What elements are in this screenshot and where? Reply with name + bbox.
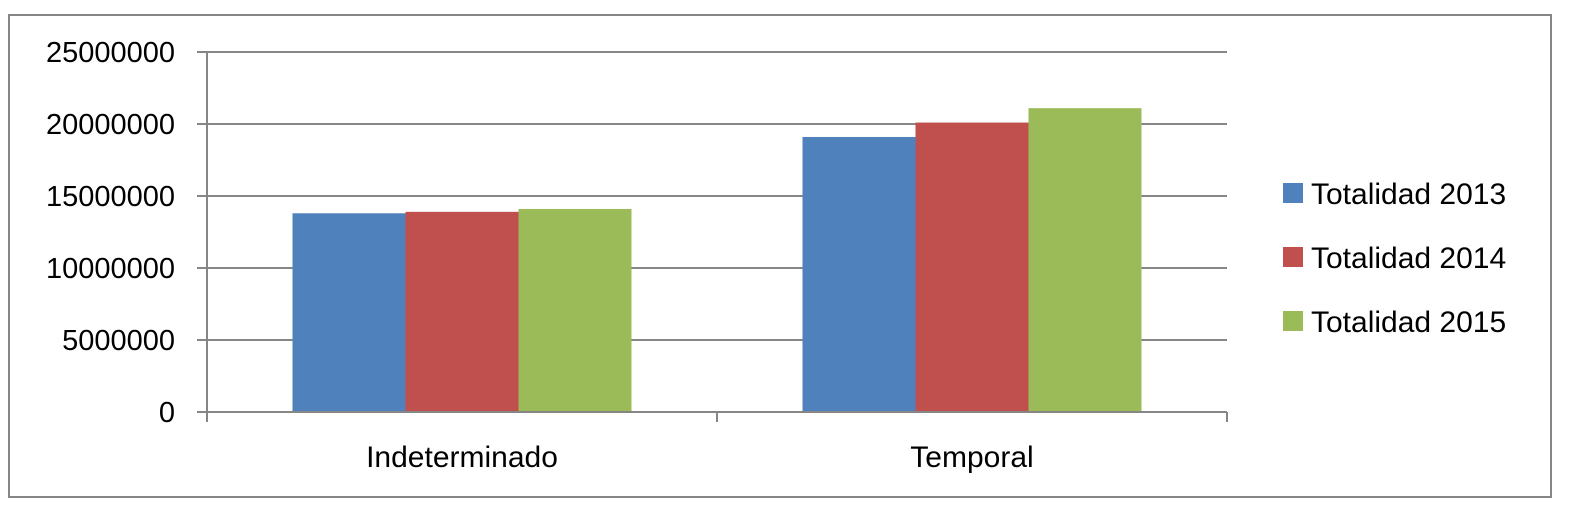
y-tick-label: 10000000 (46, 253, 175, 285)
legend-label: Totalidad 2013 (1311, 178, 1506, 211)
y-tick-label: 20000000 (46, 109, 175, 141)
legend-swatch (1283, 183, 1303, 203)
x-tick-label: Temporal (910, 441, 1033, 474)
bars (292, 108, 1142, 412)
y-tick-labels: 0 5000000 10000000 15000000 20000000 25000000 (46, 37, 175, 429)
y-tick-label: 0 (159, 397, 175, 429)
bar (802, 136, 916, 412)
axes (197, 51, 1228, 422)
bar (1028, 108, 1142, 412)
legend: Totalidad 2013 Totalidad 2014 Totalidad 20… (1283, 178, 1506, 339)
y-tick-label: 5000000 (62, 325, 175, 357)
bar (915, 122, 1029, 412)
y-tick-label: 15000000 (46, 181, 175, 213)
bar (292, 213, 406, 412)
bar (405, 211, 519, 412)
y-tick-label: 25000000 (46, 37, 175, 69)
legend-label: Totalidad 2014 (1311, 242, 1506, 275)
legend-swatch (1283, 247, 1303, 267)
legend-swatch (1283, 311, 1303, 331)
bar (518, 208, 632, 412)
x-tick-labels: Indeterminado Temporal (366, 441, 1034, 474)
legend-label: Totalidad 2015 (1311, 306, 1506, 339)
x-tick-label: Indeterminado (366, 441, 558, 474)
